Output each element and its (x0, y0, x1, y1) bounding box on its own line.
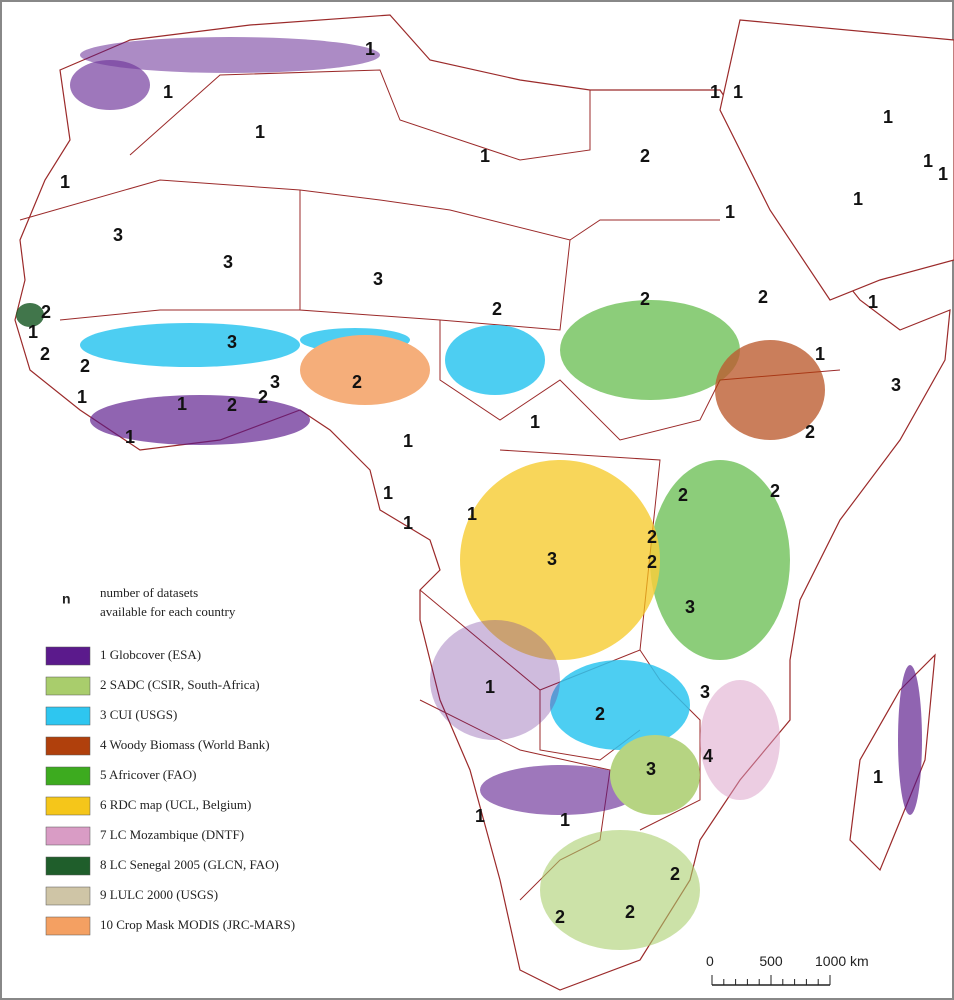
country-label: 1 (733, 82, 743, 102)
country-label: 3 (646, 759, 656, 779)
country-label: 1 (530, 412, 540, 432)
country-label: 2 (595, 704, 605, 724)
legend-swatch (45, 916, 91, 936)
country-label: 1 (480, 146, 490, 166)
legend-swatch (45, 676, 91, 696)
country-label: 1 (403, 513, 413, 533)
country-label: 1 (383, 483, 393, 503)
country-label: 2 (41, 302, 51, 322)
country-label: 2 (770, 481, 780, 501)
country-label: 1 (873, 767, 883, 787)
country-label: 1 (163, 82, 173, 102)
legend-label: 2 SADC (CSIR, South-Africa) (100, 677, 260, 692)
country-label: 3 (227, 332, 237, 352)
country-label: 2 (758, 287, 768, 307)
country-label: 3 (685, 597, 695, 617)
country-label: 2 (227, 395, 237, 415)
country-label: 2 (625, 902, 635, 922)
legend-key-symbol: n (62, 591, 71, 607)
country-label: 3 (700, 682, 710, 702)
country-label: 2 (80, 356, 90, 376)
legend: n number of datasets available for each … (45, 585, 295, 936)
country-label: 2 (670, 864, 680, 884)
country-label: 1 (467, 504, 477, 524)
legend-label: 5 Africover (FAO) (100, 767, 197, 782)
country-label: 1 (177, 394, 187, 414)
country-label: 3 (113, 225, 123, 245)
legend-swatch (45, 706, 91, 726)
country-label: 1 (365, 39, 375, 59)
country-label: 1 (475, 806, 485, 826)
legend-key-text: available for each country (100, 604, 236, 619)
country-label: 3 (223, 252, 233, 272)
scale-label: 1000 km (815, 953, 869, 969)
country-label: 2 (258, 387, 268, 407)
country-label: 1 (923, 151, 933, 171)
legend-label: 9 LULC 2000 (USGS) (100, 887, 218, 902)
country-label: 1 (938, 164, 948, 184)
country-label: 2 (352, 372, 362, 392)
legend-swatch (45, 856, 91, 876)
coverage-areas (16, 37, 922, 950)
legend-label: 3 CUI (USGS) (100, 707, 177, 722)
country-label: 1 (868, 292, 878, 312)
legend-swatch (45, 646, 91, 666)
legend-label: 1 Globcover (ESA) (100, 647, 201, 662)
country-label: 1 (815, 344, 825, 364)
country-label: 3 (270, 372, 280, 392)
country-label: 1 (883, 107, 893, 127)
country-label: 3 (891, 375, 901, 395)
country-label: 1 (485, 677, 495, 697)
country-label: 2 (555, 907, 565, 927)
country-label: 1 (125, 427, 135, 447)
scale-bar: 0 500 1000 km (706, 953, 869, 986)
country-label: 2 (678, 485, 688, 505)
country-label: 2 (640, 289, 650, 309)
scale-label: 0 (706, 953, 714, 969)
country-label: 1 (28, 322, 38, 342)
country-label: 1 (255, 122, 265, 142)
legend-label: 7 LC Mozambique (DNTF) (100, 827, 244, 842)
country-label: 2 (492, 299, 502, 319)
scale-label: 500 (759, 953, 783, 969)
legend-swatch (45, 796, 91, 816)
country-label: 2 (647, 527, 657, 547)
country-label: 1 (710, 82, 720, 102)
country-label: 1 (560, 810, 570, 830)
legend-label: 6 RDC map (UCL, Belgium) (100, 797, 251, 812)
country-label: 3 (547, 549, 557, 569)
legend-label: 8 LC Senegal 2005 (GLCN, FAO) (100, 857, 279, 872)
country-label: 4 (703, 746, 713, 766)
legend-key-text: number of datasets (100, 585, 198, 600)
country-label: 1 (77, 387, 87, 407)
legend-label: 4 Woody Biomass (World Bank) (100, 737, 270, 752)
legend-label: 10 Crop Mask MODIS (JRC-MARS) (100, 917, 295, 932)
country-label: 2 (805, 422, 815, 442)
country-label: 1 (60, 172, 70, 192)
country-label: 1 (853, 189, 863, 209)
legend-swatch (45, 766, 91, 786)
country-label: 3 (373, 269, 383, 289)
country-label: 2 (647, 552, 657, 572)
legend-swatch (45, 736, 91, 756)
country-label: 2 (640, 146, 650, 166)
country-label: 1 (725, 202, 735, 222)
country-label: 1 (403, 431, 413, 451)
legend-swatch (45, 886, 91, 906)
country-label: 2 (40, 344, 50, 364)
legend-swatch (45, 826, 91, 846)
